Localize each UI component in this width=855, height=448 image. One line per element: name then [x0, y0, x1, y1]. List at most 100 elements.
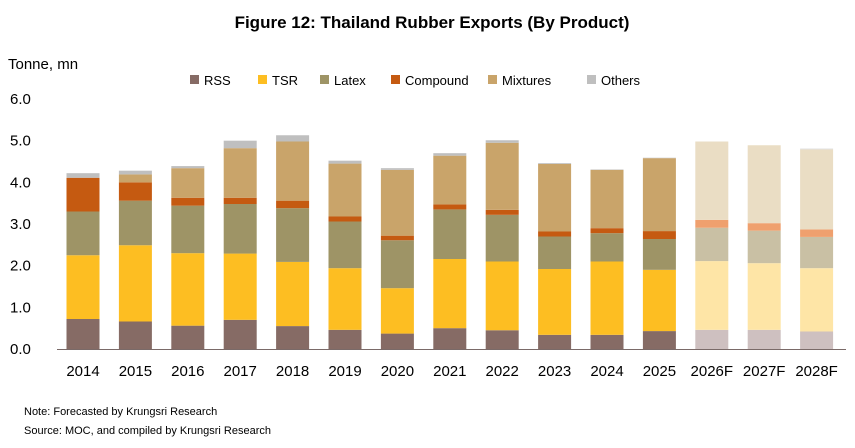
- bar-segment-latex-2024: [590, 233, 624, 262]
- source-text: Source: MOC, and compiled by Krungsri Re…: [24, 425, 271, 437]
- bar-segment-mixtures-2023: [538, 164, 572, 232]
- y-tick-label: 0.0: [10, 341, 31, 358]
- bar-segment-others-2018: [276, 135, 310, 142]
- bar-segment-latex-2026F: [695, 227, 729, 262]
- x-tick-label: 2014: [66, 363, 99, 380]
- x-tick-label: 2021: [433, 363, 466, 380]
- bar-segment-rss-2017: [223, 319, 257, 349]
- bar-segment-rss-2023: [538, 334, 572, 349]
- y-tick-label: 6.0: [10, 91, 31, 108]
- bar-segment-rss-2024: [590, 334, 624, 349]
- chart-title: Figure 12: Thailand Rubber Exports (By P…: [235, 13, 630, 32]
- x-tick-label: 2017: [224, 363, 257, 380]
- y-tick-label: 5.0: [10, 133, 31, 150]
- bar-segment-others-2023: [538, 163, 572, 164]
- bar-segment-others-2020: [380, 168, 414, 170]
- bar-segment-others-2019: [328, 160, 362, 164]
- y-axis-label: Tonne, mn: [8, 56, 78, 73]
- bar-segment-latex-2019: [328, 221, 362, 269]
- y-tick-label: 4.0: [10, 174, 31, 191]
- x-tick-label: 2020: [381, 363, 414, 380]
- x-tick-label: 2028F: [795, 363, 838, 380]
- bar-segment-latex-2022: [485, 214, 519, 262]
- legend-label: Others: [601, 73, 641, 88]
- bar-segment-tsr-2026F: [695, 261, 729, 330]
- bar-segment-compound-2025: [642, 231, 676, 239]
- bar-segment-tsr-2022: [485, 261, 519, 331]
- bar-segment-mixtures-2026F: [695, 141, 729, 220]
- bar-segment-tsr-2016: [171, 253, 205, 326]
- legend-swatch: [488, 75, 497, 84]
- bars: [66, 135, 834, 349]
- x-tick-label: 2016: [171, 363, 204, 380]
- bar-segment-tsr-2024: [590, 261, 624, 335]
- bar-segment-compound-2027F: [747, 223, 781, 231]
- bar-segment-others-2016: [171, 166, 205, 169]
- x-axis: 2014 2015 2016 2017 2018 2019 2020 2021 2022 2023…: [66, 363, 838, 380]
- legend-swatch: [258, 75, 267, 84]
- bar-segment-others-2014: [66, 173, 100, 178]
- bar-segment-compound-2022: [485, 209, 519, 215]
- legend-swatch: [391, 75, 400, 84]
- bar-segment-rss-2021: [433, 328, 467, 349]
- bar-segment-compound-2015: [118, 182, 152, 201]
- legend: RSS TSR Latex Compound Mixtures Others: [190, 73, 641, 88]
- bar-segment-rss-2019: [328, 329, 362, 349]
- bar-segment-latex-2015: [118, 200, 152, 246]
- bar-segment-others-2015: [118, 170, 152, 175]
- bar-segment-tsr-2020: [380, 288, 414, 334]
- bar-segment-others-2017: [223, 140, 257, 149]
- x-tick-label: 2022: [486, 363, 519, 380]
- bar-segment-mixtures-2018: [276, 141, 310, 201]
- bar-segment-latex-2018: [276, 208, 310, 262]
- bar-segment-tsr-2023: [538, 269, 572, 335]
- bar-segment-mixtures-2016: [171, 168, 205, 198]
- bar-segment-tsr-2014: [66, 255, 100, 319]
- bar-segment-compound-2028F: [800, 229, 834, 237]
- bar-segment-mixtures-2024: [590, 169, 624, 229]
- legend-label: TSR: [272, 73, 298, 88]
- x-tick-label: 2026F: [691, 363, 734, 380]
- bar-segment-rss-2026F: [695, 329, 729, 349]
- bar-segment-latex-2016: [171, 205, 205, 254]
- bar-segment-tsr-2028F: [800, 268, 834, 332]
- legend-label: Latex: [334, 73, 366, 88]
- bar-segment-rss-2022: [485, 330, 519, 349]
- bar-segment-others-2022: [485, 140, 519, 143]
- bar-segment-rss-2015: [118, 321, 152, 349]
- legend-label: Mixtures: [502, 73, 552, 88]
- legend-swatch: [320, 75, 329, 84]
- x-tick-label: 2025: [643, 363, 676, 380]
- bar-segment-latex-2028F: [800, 236, 834, 269]
- bar-segment-latex-2017: [223, 204, 257, 254]
- bar-segment-latex-2020: [380, 240, 414, 289]
- x-tick-label: 2027F: [743, 363, 786, 380]
- bar-segment-tsr-2019: [328, 268, 362, 330]
- y-tick-label: 1.0: [10, 299, 31, 316]
- bar-segment-latex-2027F: [747, 230, 781, 264]
- bar-segment-compound-2014: [66, 177, 100, 212]
- bar-segment-latex-2021: [433, 209, 467, 259]
- y-tick-label: 2.0: [10, 258, 31, 275]
- bar-segment-tsr-2015: [118, 245, 152, 322]
- bar-segment-compound-2026F: [695, 219, 729, 228]
- bar-segment-mixtures-2028F: [800, 149, 834, 230]
- bar-segment-tsr-2018: [276, 261, 310, 327]
- bar-segment-tsr-2025: [642, 269, 676, 332]
- bar-segment-compound-2019: [328, 216, 362, 222]
- bar-segment-rss-2018: [276, 326, 310, 349]
- legend-label: Compound: [405, 73, 469, 88]
- bar-segment-tsr-2027F: [747, 263, 781, 330]
- bar-segment-compound-2018: [276, 200, 310, 209]
- bar-segment-latex-2023: [538, 236, 572, 269]
- bar-segment-tsr-2017: [223, 253, 257, 320]
- bar-segment-others-2028F: [800, 148, 834, 150]
- bar-segment-mixtures-2022: [485, 142, 519, 210]
- legend-label: RSS: [204, 73, 231, 88]
- bar-segment-mixtures-2017: [223, 148, 257, 198]
- bar-segment-rss-2014: [66, 319, 100, 349]
- bar-segment-tsr-2021: [433, 259, 467, 329]
- bar-segment-rss-2020: [380, 333, 414, 349]
- bar-segment-mixtures-2021: [433, 155, 467, 205]
- x-tick-label: 2019: [328, 363, 361, 380]
